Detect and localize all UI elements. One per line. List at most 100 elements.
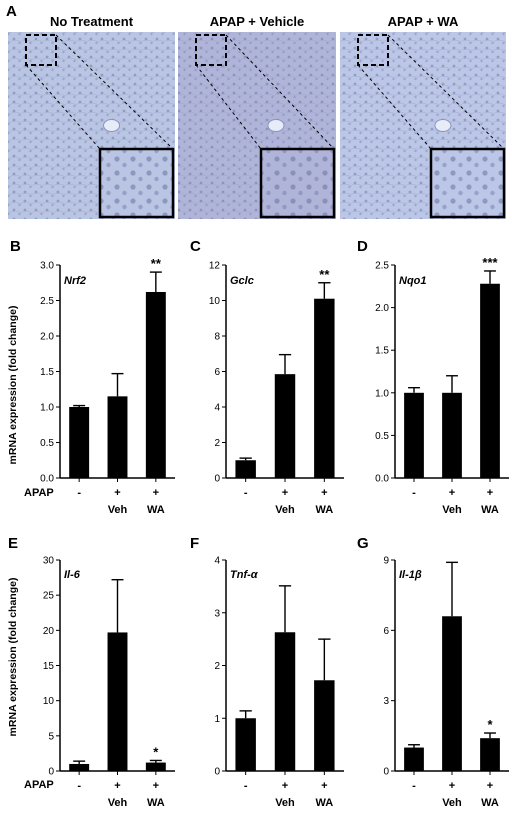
treatment-mark: + — [153, 487, 159, 499]
y-tick-label: 0 — [214, 474, 220, 485]
y-tick-label: 1.0 — [375, 388, 389, 399]
image-title-1: No Treatment — [50, 14, 134, 29]
image-title-3: APAP + WA — [388, 14, 459, 29]
y-tick-label: 0.0 — [375, 474, 389, 485]
chart-d: D 0.0 0.5 1.0 1.5 2.0 2.5 Nqo1 - + Veh *** + WA — [357, 238, 509, 516]
bar-2 — [107, 632, 128, 771]
y-tick-label: 9 — [383, 556, 389, 567]
y-tick-label: 1.0 — [40, 403, 54, 414]
chart-g: G 0 3 6 9 Il-1β - + Veh * + WA — [357, 535, 509, 809]
significance-marker: * — [487, 717, 493, 732]
panel-letter-f: F — [190, 535, 199, 552]
group-label: WA — [481, 504, 499, 516]
y-tick-label: 0 — [383, 767, 389, 778]
y-tick-label: 2.0 — [375, 303, 389, 314]
bar-2 — [442, 392, 462, 478]
significance-marker: * — [153, 744, 159, 759]
y-tick-label: 20 — [43, 626, 55, 637]
chart-e: E 0 5 10 15 20 25 30 Il-6 - + Veh * + WA — [8, 535, 175, 809]
apap-row-label-top: APAP — [24, 487, 54, 499]
significance-marker: *** — [482, 255, 498, 270]
y-tick-label: 3.0 — [40, 261, 54, 272]
histology-image-3: APAP + WA — [340, 14, 506, 219]
chart-b: B 0.0 0.5 1.0 1.5 2.0 2.5 3.0 Nrf2 - + Veh ** + WA — [10, 238, 175, 516]
zoom-inset-frame — [98, 147, 175, 219]
bar-1 — [69, 763, 90, 771]
treatment-mark: - — [77, 780, 81, 792]
y-axis-label-top: mRNA expression (fold change) — [7, 306, 19, 465]
group-label: WA — [315, 504, 333, 516]
bar-3 — [314, 680, 335, 771]
y-tick-label: 10 — [209, 296, 221, 307]
group-label: Veh — [442, 797, 462, 809]
bar-3 — [480, 283, 500, 478]
zoom-region-box — [357, 34, 389, 66]
y-tick-label: 5 — [48, 731, 54, 742]
y-tick-label: 1.5 — [40, 367, 54, 378]
zoom-line-right — [225, 34, 335, 150]
y-tick-label: 12 — [209, 261, 221, 272]
apap-row-label-bottom: APAP — [24, 779, 54, 791]
zoom-inset-frame — [259, 147, 336, 219]
zoom-inset-texture — [100, 149, 173, 217]
y-tick-label: 3 — [383, 696, 389, 707]
histology-images: No Treatment APAP + Vehicle APAP + WA — [8, 14, 506, 219]
gene-label: Tnf-α — [230, 569, 259, 581]
y-tick-label: 4 — [214, 556, 220, 567]
vessel — [103, 119, 121, 132]
treatment-mark: + — [449, 487, 455, 499]
gene-label: Il-6 — [64, 569, 81, 581]
y-tick-label: 2.5 — [375, 261, 389, 272]
bar-2 — [107, 396, 128, 478]
y-tick-label: 4 — [214, 403, 220, 414]
bar-3 — [314, 298, 335, 478]
group-label: Veh — [275, 504, 295, 516]
y-tick-label: 0.5 — [40, 438, 54, 449]
zoom-inset-texture — [431, 149, 504, 217]
treatment-mark: + — [487, 487, 493, 499]
panel-letter-g: G — [357, 535, 369, 552]
group-label: WA — [315, 797, 333, 809]
y-tick-label: 0 — [48, 767, 54, 778]
y-axis-label-bottom: mRNA expression (fold change) — [7, 578, 19, 737]
y-tick-label: 2 — [214, 438, 220, 449]
panel-letter-b: B — [10, 238, 21, 255]
group-label: WA — [147, 797, 165, 809]
treatment-mark: - — [77, 487, 81, 499]
y-tick-label: 1 — [214, 714, 220, 725]
y-tick-label: 0.0 — [40, 474, 54, 485]
vessel — [434, 119, 452, 132]
chart-f: F 0 1 2 3 4 Tnf-α - + Veh + WA — [190, 535, 344, 809]
y-tick-label: 15 — [43, 661, 55, 672]
bar-1 — [69, 407, 90, 478]
y-tick-label: 0.5 — [375, 431, 389, 442]
significance-marker: ** — [319, 267, 330, 282]
bar-2 — [442, 616, 462, 771]
treatment-mark: + — [321, 487, 327, 499]
treatment-mark: + — [282, 487, 288, 499]
gene-label: Gclc — [230, 275, 254, 287]
zoom-line-left — [357, 64, 432, 150]
group-label: Veh — [442, 504, 462, 516]
histology-image-1: No Treatment — [8, 14, 175, 219]
group-label: WA — [481, 797, 499, 809]
group-label: Veh — [108, 797, 128, 809]
gene-label: Nrf2 — [64, 275, 86, 287]
bar-3 — [145, 762, 166, 771]
treatment-mark: + — [449, 780, 455, 792]
histology-image-2: APAP + Vehicle — [178, 14, 336, 219]
treatment-mark: + — [487, 780, 493, 792]
bar-1 — [235, 460, 256, 478]
zoom-line-left — [25, 64, 101, 150]
treatment-mark: - — [412, 487, 416, 499]
gene-label: Il-1β — [399, 569, 422, 581]
treatment-mark: + — [282, 780, 288, 792]
treatment-mark: - — [244, 780, 248, 792]
vessel — [267, 119, 285, 132]
bar-2 — [274, 374, 296, 478]
bar-1 — [235, 718, 256, 771]
y-tick-label: 1.5 — [375, 346, 389, 357]
zoom-inset-texture — [261, 149, 334, 217]
y-tick-label: 25 — [43, 591, 55, 602]
